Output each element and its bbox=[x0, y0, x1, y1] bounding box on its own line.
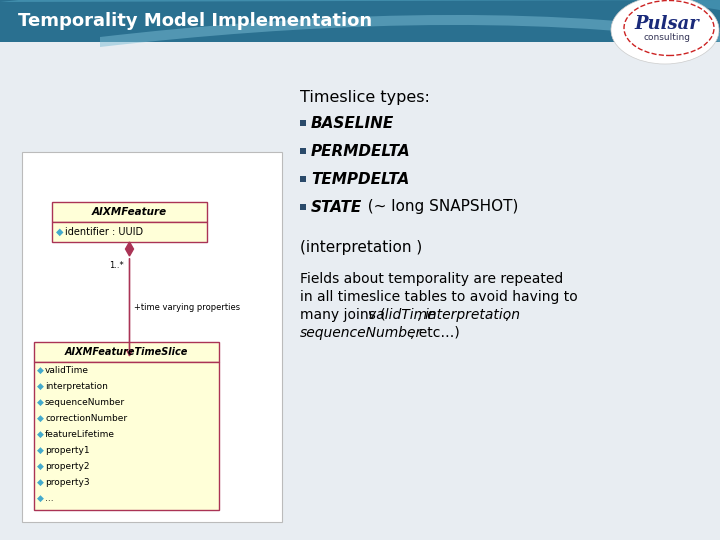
Text: PERMDELTA: PERMDELTA bbox=[311, 144, 410, 159]
FancyBboxPatch shape bbox=[22, 152, 282, 522]
Text: BASELINE: BASELINE bbox=[311, 116, 395, 131]
Text: +time varying properties: +time varying properties bbox=[135, 302, 240, 312]
FancyBboxPatch shape bbox=[52, 202, 207, 222]
Text: , etc…): , etc…) bbox=[410, 326, 460, 340]
Text: identifier : UUID: identifier : UUID bbox=[65, 227, 143, 237]
Polygon shape bbox=[125, 242, 133, 256]
Ellipse shape bbox=[611, 0, 719, 64]
Text: ◆: ◆ bbox=[37, 430, 44, 440]
Text: ◆: ◆ bbox=[37, 446, 44, 455]
Text: ,: , bbox=[505, 308, 509, 322]
Text: (interpretation ): (interpretation ) bbox=[300, 240, 422, 255]
Bar bbox=[300, 176, 306, 182]
Text: ◆: ◆ bbox=[37, 399, 44, 407]
Text: ◆: ◆ bbox=[37, 382, 44, 392]
Text: Temporality Model Implementation: Temporality Model Implementation bbox=[18, 12, 372, 30]
Text: featureLifetime: featureLifetime bbox=[45, 430, 115, 440]
Text: ,: , bbox=[417, 308, 426, 322]
Text: many joins (: many joins ( bbox=[300, 308, 386, 322]
Text: correctionNumber: correctionNumber bbox=[45, 414, 127, 423]
Text: ◆: ◆ bbox=[37, 478, 44, 487]
Bar bbox=[0, 0, 720, 42]
FancyBboxPatch shape bbox=[52, 222, 207, 242]
Bar bbox=[300, 204, 306, 210]
Text: Pulsar: Pulsar bbox=[634, 15, 699, 33]
FancyBboxPatch shape bbox=[34, 342, 219, 362]
Text: ◆: ◆ bbox=[37, 494, 44, 503]
PathPatch shape bbox=[100, 15, 720, 47]
Text: interpretation: interpretation bbox=[425, 308, 521, 322]
Text: AIXMFeatureTimeSlice: AIXMFeatureTimeSlice bbox=[65, 347, 188, 357]
Text: consulting: consulting bbox=[644, 33, 690, 43]
Text: AIXMFeature: AIXMFeature bbox=[92, 207, 167, 217]
Text: ...: ... bbox=[45, 494, 53, 503]
Text: ◆: ◆ bbox=[37, 462, 44, 471]
Bar bbox=[300, 148, 306, 154]
Text: TEMPDELTA: TEMPDELTA bbox=[311, 172, 409, 186]
Text: interpretation: interpretation bbox=[45, 382, 108, 392]
Text: sequenceNumber: sequenceNumber bbox=[300, 326, 422, 340]
Text: STATE: STATE bbox=[311, 199, 362, 214]
Text: validTime: validTime bbox=[368, 308, 436, 322]
Text: ◆: ◆ bbox=[37, 366, 44, 375]
Text: property2: property2 bbox=[45, 462, 89, 471]
Text: ◆: ◆ bbox=[56, 227, 63, 237]
Text: Fields about temporality are repeated: Fields about temporality are repeated bbox=[300, 272, 563, 286]
Text: 1..*: 1..* bbox=[109, 261, 124, 270]
Text: validTime: validTime bbox=[45, 366, 89, 375]
Text: (~ long SNAPSHOT): (~ long SNAPSHOT) bbox=[358, 199, 518, 214]
PathPatch shape bbox=[0, 0, 720, 10]
Text: sequenceNumber: sequenceNumber bbox=[45, 399, 125, 407]
Text: ◆: ◆ bbox=[37, 414, 44, 423]
Bar bbox=[300, 120, 306, 126]
Text: Timeslice types:: Timeslice types: bbox=[300, 90, 430, 105]
Text: property3: property3 bbox=[45, 478, 89, 487]
Text: in all timeslice tables to avoid having to: in all timeslice tables to avoid having … bbox=[300, 290, 577, 304]
Text: property1: property1 bbox=[45, 446, 89, 455]
FancyBboxPatch shape bbox=[34, 362, 219, 510]
